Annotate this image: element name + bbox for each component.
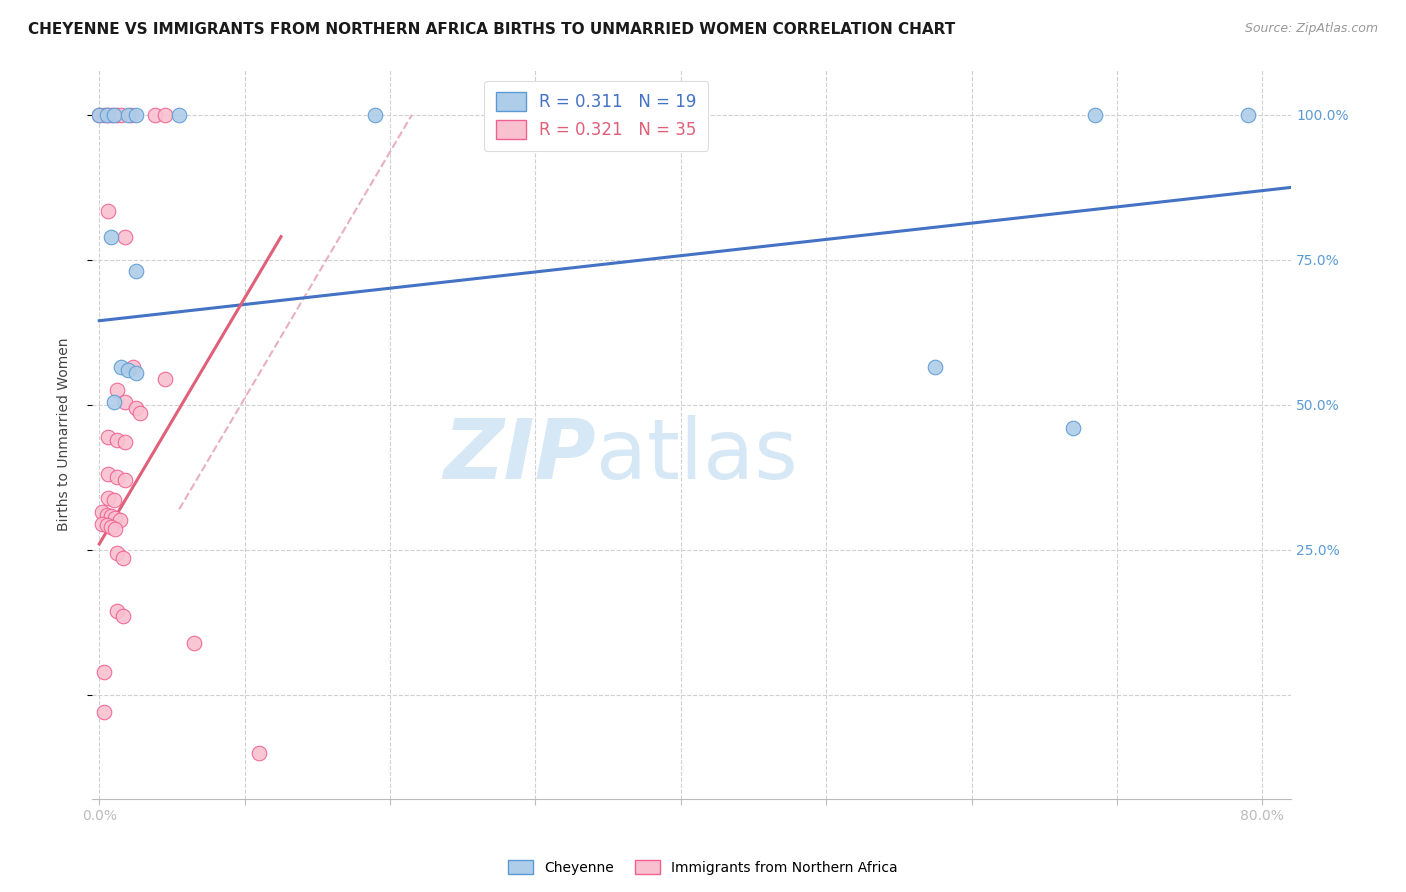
Point xyxy=(105,604,128,618)
Point xyxy=(105,384,128,398)
Point xyxy=(114,395,136,409)
Point xyxy=(120,108,142,122)
Point xyxy=(97,467,120,482)
Y-axis label: Births to Unmarried Women: Births to Unmarried Women xyxy=(58,337,72,531)
Point xyxy=(97,491,120,505)
Point xyxy=(101,108,124,122)
Point xyxy=(89,108,111,122)
Text: Source: ZipAtlas.com: Source: ZipAtlas.com xyxy=(1244,22,1378,36)
Point xyxy=(124,366,146,380)
Point xyxy=(110,108,132,122)
Point xyxy=(105,546,128,560)
Point xyxy=(247,746,270,760)
Point xyxy=(100,229,122,244)
Point xyxy=(364,108,387,122)
Point xyxy=(1084,108,1107,122)
Point xyxy=(167,108,190,122)
Point xyxy=(97,430,120,444)
Point xyxy=(153,108,176,122)
Point xyxy=(110,360,132,375)
Point xyxy=(89,108,111,122)
Point xyxy=(1236,108,1258,122)
Point xyxy=(183,635,205,649)
Point xyxy=(105,433,128,447)
Point xyxy=(103,493,125,508)
Point xyxy=(114,473,136,487)
Point xyxy=(93,705,115,719)
Point xyxy=(93,108,115,122)
Point xyxy=(1062,421,1084,435)
Point xyxy=(96,508,118,522)
Point xyxy=(105,470,128,484)
Point xyxy=(93,665,115,679)
Point xyxy=(153,372,176,386)
Text: CHEYENNE VS IMMIGRANTS FROM NORTHERN AFRICA BIRTHS TO UNMARRIED WOMEN CORRELATIO: CHEYENNE VS IMMIGRANTS FROM NORTHERN AFR… xyxy=(28,22,955,37)
Point xyxy=(100,509,122,524)
Point xyxy=(96,518,118,533)
Point xyxy=(531,108,554,122)
Point xyxy=(97,108,120,122)
Text: atlas: atlas xyxy=(596,415,797,496)
Point xyxy=(91,505,114,519)
Point xyxy=(143,108,166,122)
Point xyxy=(100,520,122,534)
Point xyxy=(108,513,131,527)
Point xyxy=(103,395,125,409)
Point xyxy=(121,360,143,375)
Point xyxy=(924,360,946,375)
Point xyxy=(117,108,139,122)
Point xyxy=(124,108,146,122)
Point xyxy=(114,435,136,450)
Point xyxy=(111,609,134,624)
Legend: R = 0.311   N = 19, R = 0.321   N = 35: R = 0.311 N = 19, R = 0.321 N = 35 xyxy=(484,80,709,151)
Point xyxy=(104,522,127,536)
Point xyxy=(103,108,125,122)
Point xyxy=(104,511,127,525)
Point xyxy=(91,516,114,531)
Point xyxy=(124,401,146,415)
Legend: Cheyenne, Immigrants from Northern Africa: Cheyenne, Immigrants from Northern Afric… xyxy=(503,855,903,880)
Point xyxy=(111,551,134,566)
Point xyxy=(97,203,120,218)
Point xyxy=(105,108,128,122)
Point xyxy=(124,264,146,278)
Point xyxy=(117,363,139,377)
Text: ZIP: ZIP xyxy=(443,415,596,496)
Point xyxy=(96,108,118,122)
Point xyxy=(129,407,152,421)
Point xyxy=(517,108,540,122)
Point xyxy=(114,229,136,244)
